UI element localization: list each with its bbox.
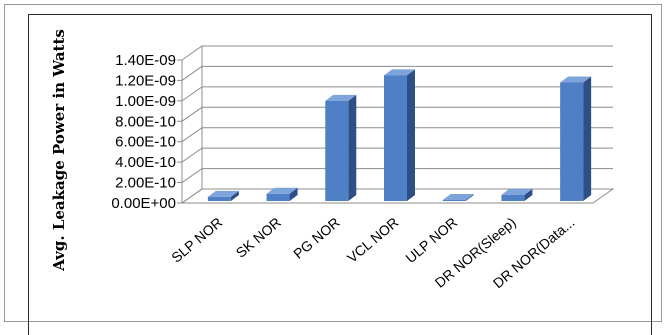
bar-top-face xyxy=(560,76,592,83)
bars-layer xyxy=(207,69,592,201)
gridline xyxy=(181,147,613,163)
y-tick-label: 8.00E-10 xyxy=(115,113,176,130)
y-tick-label: 2.00E-10 xyxy=(115,175,176,192)
bar xyxy=(501,188,533,201)
gridline xyxy=(181,106,613,122)
grid-layer xyxy=(177,45,615,204)
bar-front-face xyxy=(207,196,231,201)
x-tick-label: SK NOR xyxy=(233,214,284,261)
bar-side-face xyxy=(407,69,415,201)
bar-side-face xyxy=(465,194,474,201)
bar-side-face xyxy=(524,188,533,201)
bar-top-face xyxy=(442,194,474,200)
x-tick-label: PG NOR xyxy=(290,214,343,262)
bar xyxy=(442,194,474,201)
gridline xyxy=(181,168,613,183)
bar xyxy=(560,76,592,201)
bar-side-face xyxy=(289,187,298,201)
y-tick-label: 1.20E-09 xyxy=(115,72,176,89)
x-tick-label: VCL NOR xyxy=(344,214,402,266)
bar-side-face xyxy=(583,76,592,201)
bar-front-face xyxy=(501,194,525,201)
bar-front-face xyxy=(560,82,584,201)
bar-front-face xyxy=(325,100,349,201)
bar xyxy=(325,94,357,201)
bar xyxy=(207,190,239,201)
bar-top-face xyxy=(266,187,298,194)
y-tick-label: 1.00E-09 xyxy=(115,93,176,110)
bar-front-face xyxy=(384,75,407,201)
gridline xyxy=(181,45,613,61)
bar-side-face xyxy=(230,190,239,201)
gridline xyxy=(181,188,613,204)
chart-inner-frame xyxy=(28,14,652,335)
gridline xyxy=(181,65,613,81)
bar-chart: 0.00E+00 2.00E-10 4.00E-10 6.00E-10 8.00E-10… xyxy=(50,29,615,291)
bar-top-face xyxy=(384,69,415,76)
chart-outer-frame xyxy=(4,4,662,322)
y-tick-label: 6.00E-10 xyxy=(115,134,176,151)
y-axis-label: Avg. Leakage Power in Watts xyxy=(50,29,68,272)
y-tick-label: 1.40E-09 xyxy=(115,52,176,69)
bar-front-face xyxy=(442,200,466,201)
back-wall-left-edge xyxy=(181,46,203,204)
y-tick-labels: 0.00E+00 2.00E-10 4.00E-10 6.00E-10 8.00E-10… xyxy=(111,52,176,212)
bar-top-face xyxy=(325,94,357,101)
bar xyxy=(384,69,415,201)
bar xyxy=(266,187,298,201)
bar-side-face xyxy=(348,94,357,201)
x-tick-label: SLP NOR xyxy=(168,214,225,266)
bar-front-face xyxy=(266,193,290,201)
x-tick-label: ULP NOR xyxy=(402,214,460,266)
y-tick-label: 0.00E+00 xyxy=(111,195,176,212)
bar-top-face xyxy=(207,190,239,197)
gridline xyxy=(181,86,613,102)
y-tick-label: 4.00E-10 xyxy=(115,154,176,171)
gridline xyxy=(181,127,613,143)
bar-top-face xyxy=(501,188,533,195)
